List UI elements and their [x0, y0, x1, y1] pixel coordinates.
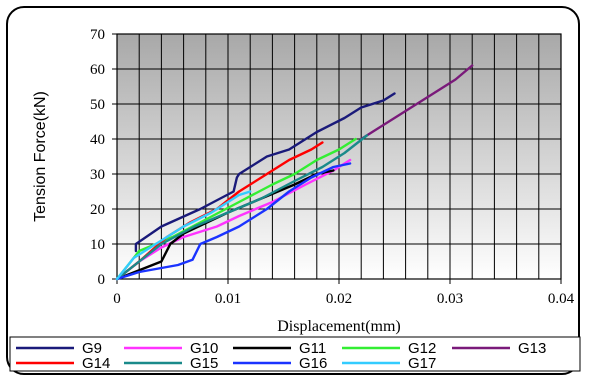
legend-label: G17	[408, 355, 436, 372]
series-lines	[115, 64, 474, 281]
y-tick-label: 40	[90, 132, 105, 148]
legend: G9 G10 G11 G12 G13 G14 G15 G16 G17	[16, 340, 546, 372]
series-line-g13	[360, 64, 474, 141]
y-tick-label: 0	[98, 272, 106, 288]
legend-label: G16	[299, 355, 327, 372]
legend-item-g17: G17	[342, 355, 436, 372]
legend-item-g15: G15	[124, 355, 218, 372]
x-tick-label: 0.01	[215, 291, 241, 307]
x-tick-label: 0.04	[548, 291, 575, 307]
x-tick-label: 0.02	[326, 291, 352, 307]
series-line-g17	[115, 190, 252, 281]
grid	[117, 34, 561, 279]
legend-label: G12	[408, 340, 436, 357]
legend-item-g14: G14	[16, 355, 110, 372]
legend-item-g10: G10	[124, 340, 218, 357]
series-line-g9	[134, 92, 396, 253]
legend-label: G10	[190, 340, 218, 357]
y-axis-title: Tension Force(kN)	[32, 91, 49, 222]
y-tick-label: 70	[90, 27, 105, 43]
x-axis-title: Displacement(mm)	[277, 318, 401, 335]
y-tick-label: 60	[90, 62, 105, 78]
y-tick-label: 10	[90, 237, 105, 253]
legend-label: G13	[518, 340, 546, 357]
legend-item-g16: G16	[233, 355, 327, 372]
x-tick-label: 0	[113, 291, 121, 307]
y-tick-label: 30	[90, 167, 105, 183]
axis-ticks: 0 10 20 30 40 50 60 70 0 0.01 0.02 0.03 0.04	[90, 27, 575, 307]
y-tick-label: 50	[90, 97, 105, 113]
legend-item-g9: G9	[16, 340, 102, 357]
legend-label: G14	[82, 355, 110, 372]
legend-label: G15	[190, 355, 218, 372]
legend-item-g12: G12	[342, 340, 436, 357]
legend-label: G9	[82, 340, 102, 357]
y-tick-label: 20	[90, 202, 105, 218]
x-tick-label: 0.03	[437, 291, 463, 307]
series-line-g15	[115, 134, 368, 281]
series-line-g16	[115, 162, 352, 281]
series-line-g10	[115, 158, 352, 281]
legend-box	[9, 336, 581, 372]
legend-item-g11: G11	[233, 340, 326, 357]
legend-label: G11	[299, 340, 326, 357]
legend-item-g13: G13	[452, 340, 546, 357]
